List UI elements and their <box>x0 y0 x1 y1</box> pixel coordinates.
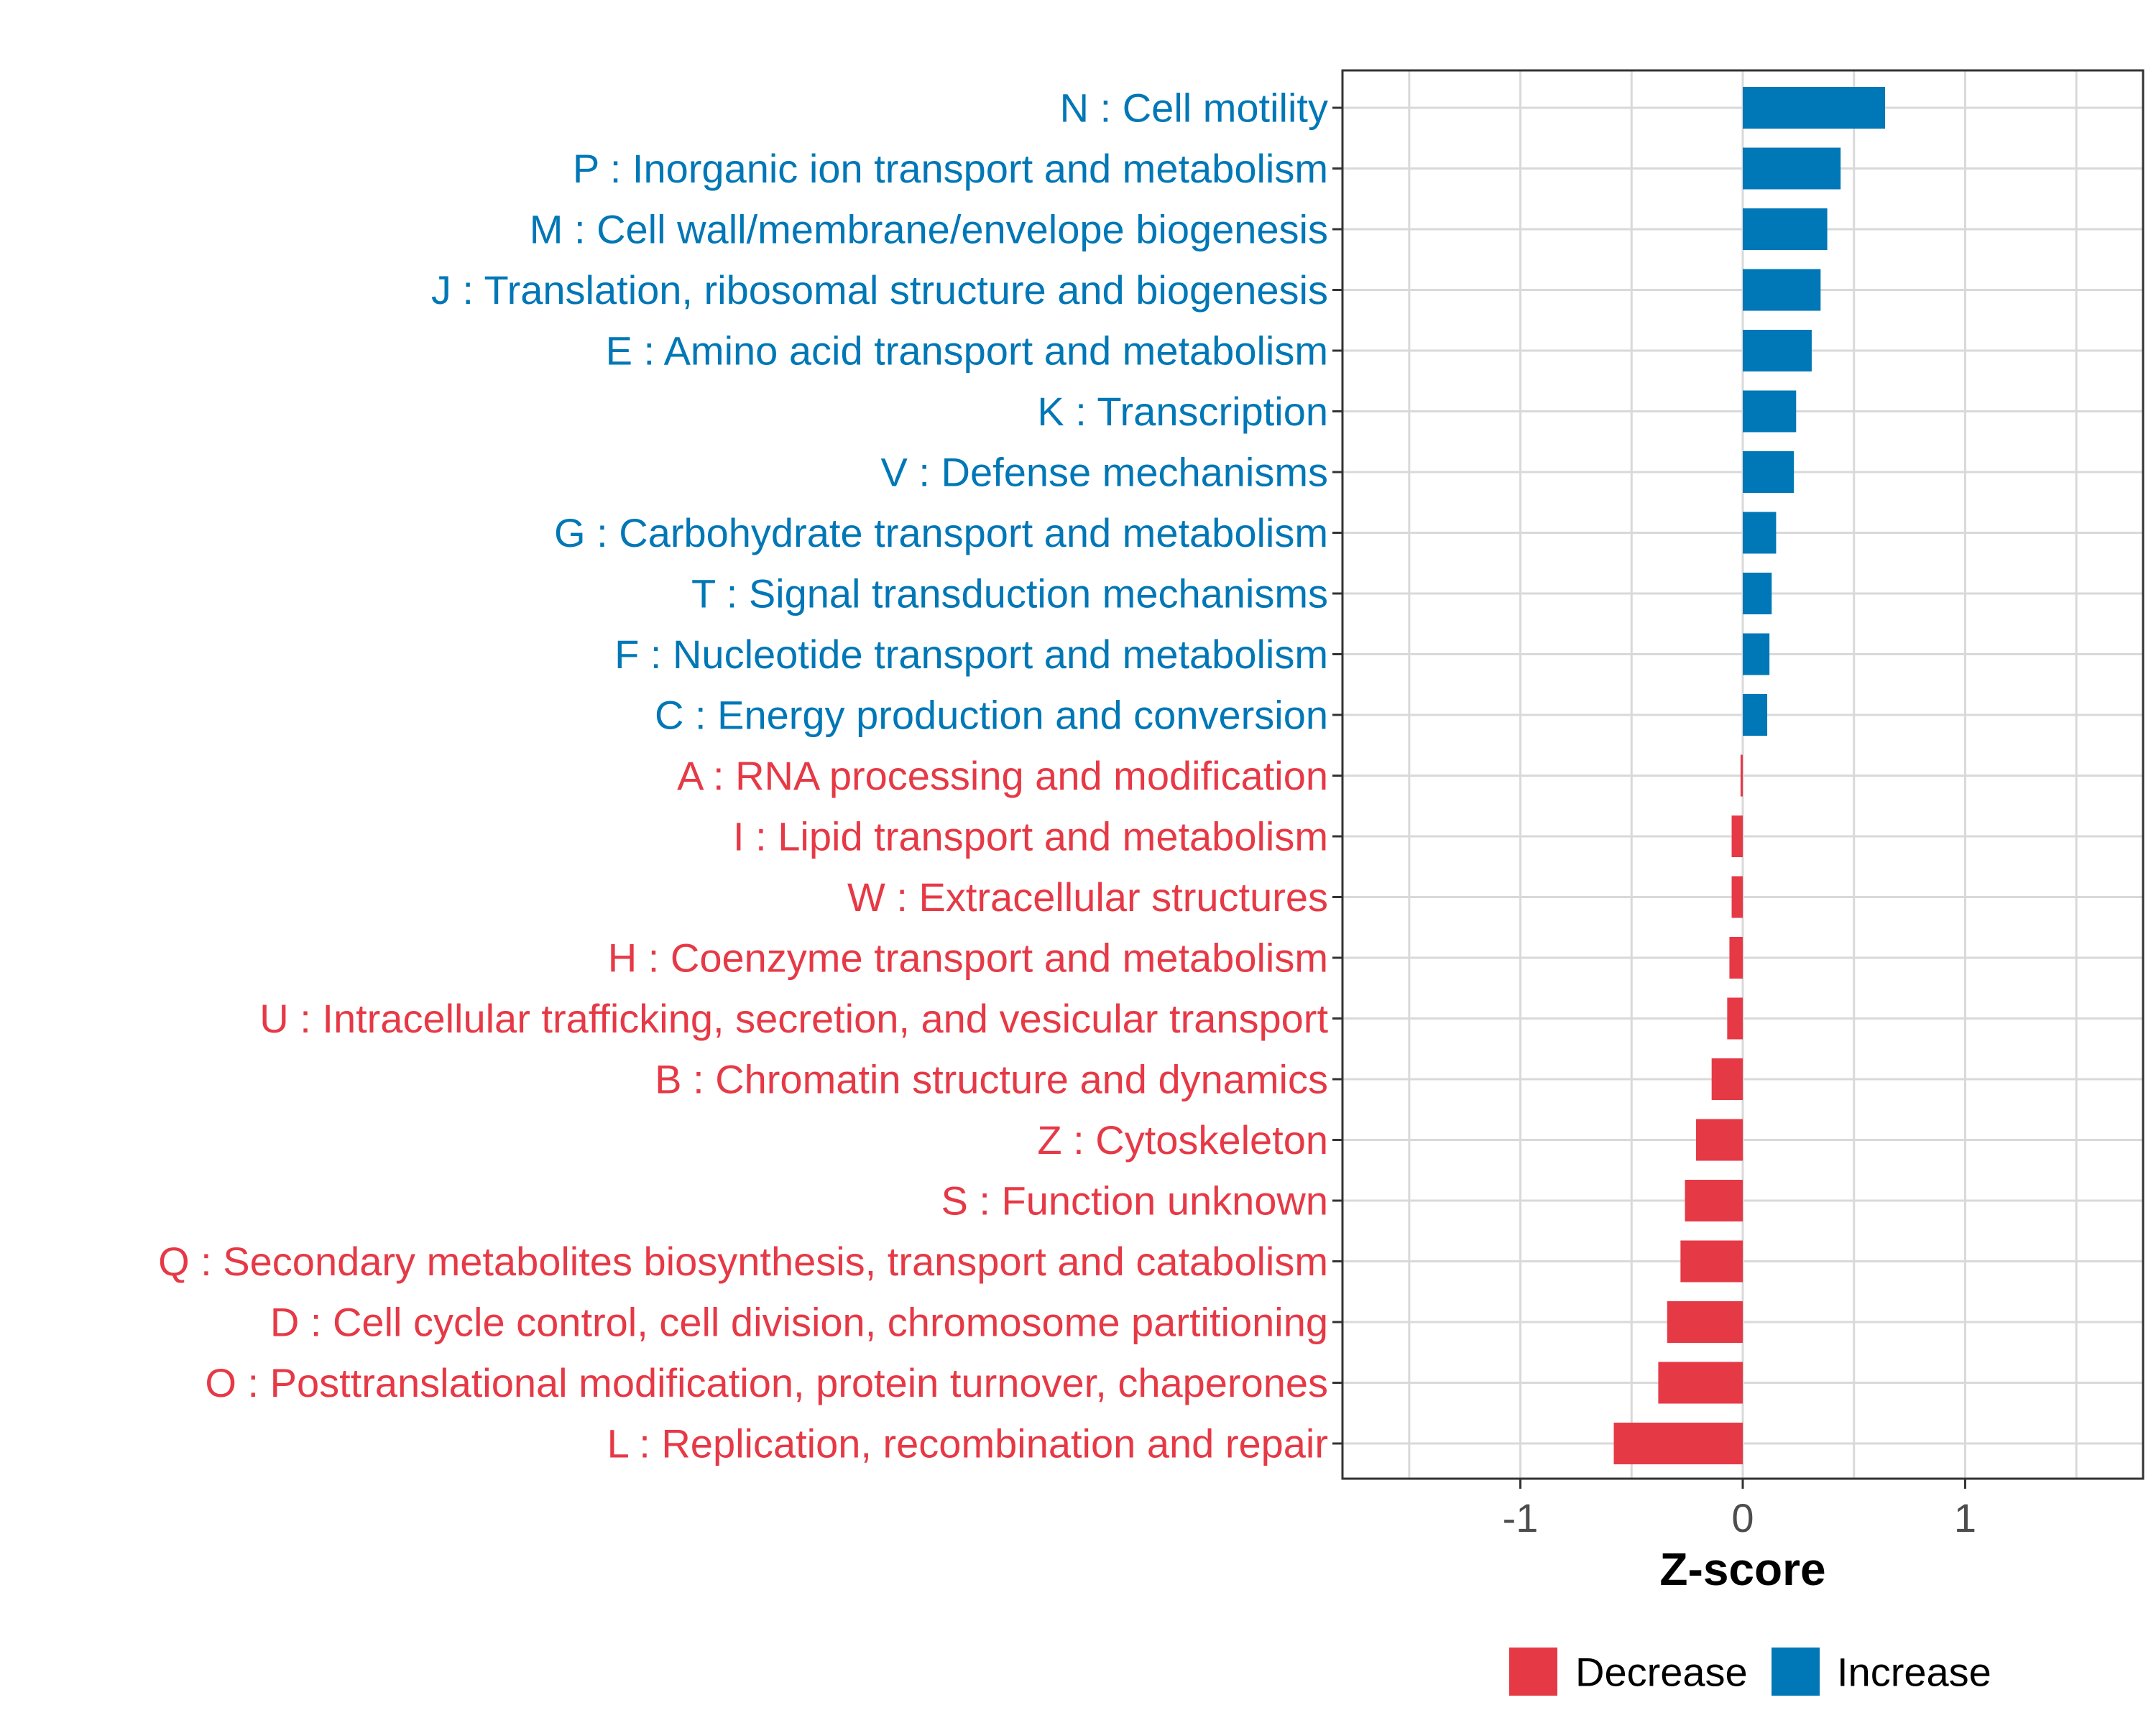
legend-key-decrease <box>1509 1648 1557 1696</box>
y-tick-label: J : Translation, ribosomal structure and… <box>431 267 1328 313</box>
y-tick-label: S : Function unknown <box>941 1178 1328 1224</box>
y-tick-label: T : Signal transduction mechanisms <box>691 571 1328 616</box>
y-tick-label: V : Defense mechanisms <box>881 450 1328 495</box>
y-tick-label: A : RNA processing and modification <box>677 753 1328 798</box>
legend-key-increase <box>1772 1648 1820 1696</box>
legend-label-decrease: Decrease <box>1575 1650 1748 1695</box>
y-tick-label: O : Posttranslational modification, prot… <box>205 1360 1328 1405</box>
bar <box>1613 1423 1743 1464</box>
bar <box>1727 997 1743 1040</box>
bar <box>1743 633 1770 675</box>
bar <box>1729 937 1743 979</box>
x-tick-label: 1 <box>1954 1495 1976 1540</box>
y-tick-label: Z : Cytoskeleton <box>1037 1117 1328 1163</box>
x-axis-title: Z-score <box>1659 1543 1825 1595</box>
bar <box>1743 451 1795 493</box>
bar <box>1743 694 1768 736</box>
bar <box>1731 816 1743 857</box>
y-tick-label: E : Amino acid transport and metabolism <box>606 328 1328 374</box>
y-tick-label: Q : Secondary metabolites biosynthesis, … <box>158 1239 1328 1284</box>
bar <box>1743 330 1812 371</box>
y-tick-label: H : Coenzyme transport and metabolism <box>608 935 1328 981</box>
bar <box>1680 1240 1743 1283</box>
bar <box>1743 512 1777 554</box>
y-tick-label: I : Lipid transport and metabolism <box>733 814 1328 859</box>
bar <box>1685 1180 1743 1221</box>
y-tick-label: K : Transcription <box>1037 389 1328 434</box>
y-tick-label: L : Replication, recombination and repai… <box>607 1421 1328 1466</box>
bar <box>1743 208 1828 250</box>
y-tick-label: U : Intracellular trafficking, secretion… <box>259 996 1328 1041</box>
x-axis: -1 0 1 <box>1503 1479 1976 1540</box>
bar <box>1743 573 1772 614</box>
bar <box>1743 269 1821 311</box>
y-tick-label: D : Cell cycle control, cell division, c… <box>270 1300 1328 1345</box>
x-tick-label: 0 <box>1731 1495 1754 1540</box>
legend-label-increase: Increase <box>1837 1650 1991 1695</box>
y-tick-label: F : Nucleotide transport and metabolism <box>614 632 1328 677</box>
y-tick-label: P : Inorganic ion transport and metaboli… <box>573 146 1328 191</box>
bar <box>1711 1058 1743 1100</box>
y-tick-label: G : Carbohydrate transport and metabolis… <box>554 510 1328 555</box>
y-tick-label: W : Extracellular structures <box>847 874 1328 920</box>
bar <box>1731 876 1743 918</box>
y-tick-label: C : Energy production and conversion <box>655 693 1328 738</box>
bar <box>1743 147 1841 190</box>
y-tick-label: M : Cell wall/membrane/envelope biogenes… <box>530 207 1328 252</box>
x-tick-label: -1 <box>1503 1495 1539 1540</box>
bar <box>1743 87 1886 129</box>
bar <box>1743 390 1797 433</box>
bar <box>1696 1119 1743 1161</box>
bar-layer <box>1613 87 1886 1464</box>
y-tick-label: N : Cell motility <box>1060 86 1328 131</box>
bar <box>1667 1301 1743 1343</box>
bar <box>1740 754 1743 797</box>
bar <box>1658 1362 1743 1404</box>
y-axis: N : Cell motility P : Inorganic ion trans… <box>158 86 1342 1466</box>
y-tick-label: B : Chromatin structure and dynamics <box>655 1057 1328 1102</box>
legend: Decrease Increase <box>1509 1648 1991 1696</box>
